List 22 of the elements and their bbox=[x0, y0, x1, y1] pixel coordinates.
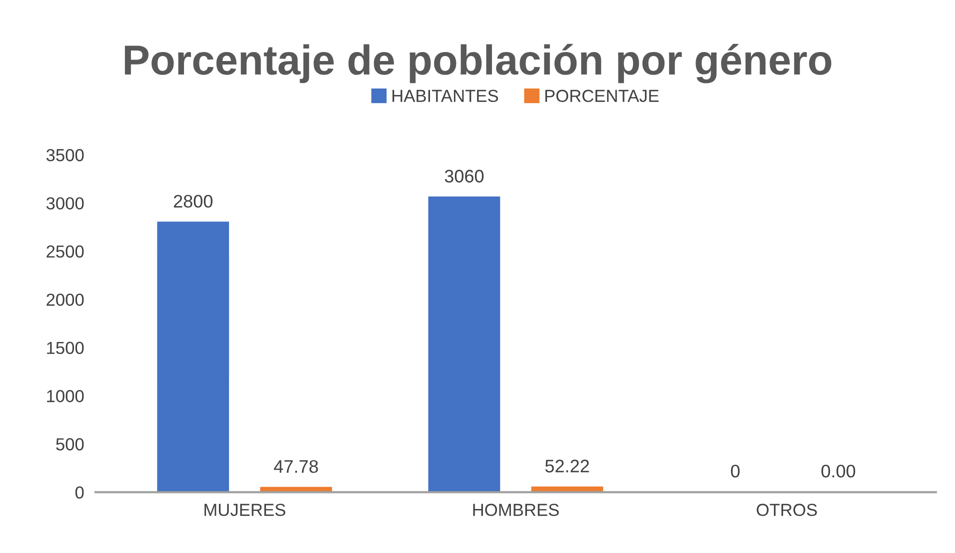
x-tick-label: HOMBRES bbox=[473, 504, 559, 516]
data-label: 0.00 bbox=[821, 464, 856, 478]
y-tick-label: 3500 bbox=[46, 149, 84, 162]
data-label: 2800 bbox=[174, 194, 212, 208]
legend-label: PORCENTAJE bbox=[545, 90, 659, 102]
y-tick-label: 0 bbox=[75, 486, 84, 499]
x-tick-label: MUJERES bbox=[204, 504, 286, 516]
chart-title: Porcentaje de población por género bbox=[124, 44, 832, 84]
data-label: 52.22 bbox=[545, 460, 589, 472]
x-tick-label: OTROS bbox=[756, 504, 817, 516]
y-tick-label: 1500 bbox=[47, 342, 84, 354]
data-label: 0 bbox=[730, 464, 740, 478]
y-tick-label: 2000 bbox=[46, 294, 84, 306]
y-tick-label: 1000 bbox=[47, 390, 84, 402]
data-label: 3060 bbox=[444, 170, 484, 183]
legend-label: HABITANTES bbox=[392, 90, 498, 102]
bar bbox=[428, 196, 500, 492]
y-tick-label: 2500 bbox=[46, 245, 84, 258]
data-label: 47.78 bbox=[274, 460, 318, 473]
y-tick-label: 500 bbox=[56, 438, 84, 450]
y-tick-label: 3000 bbox=[46, 197, 84, 210]
bar bbox=[157, 222, 230, 492]
